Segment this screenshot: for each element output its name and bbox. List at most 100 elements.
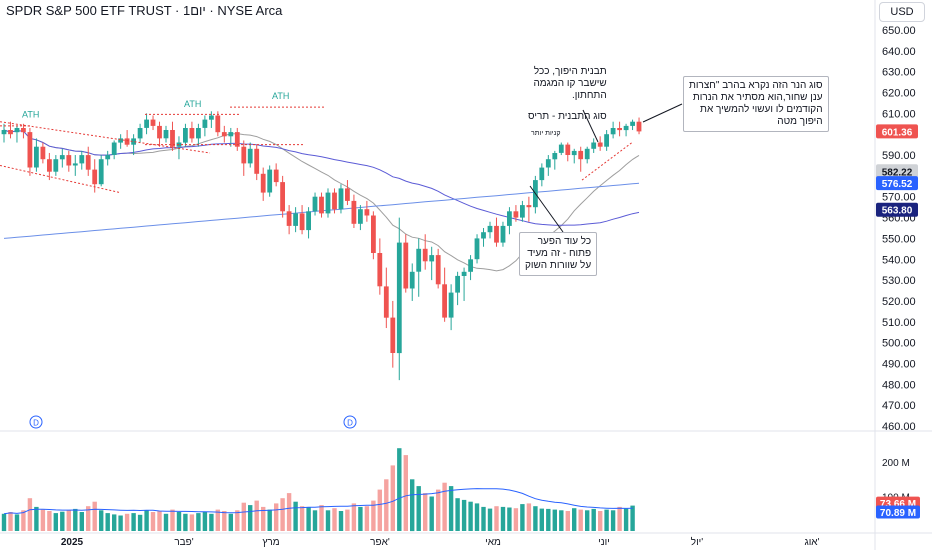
candle-body [623, 125, 629, 131]
price-tick-label: 490.00 [882, 358, 916, 370]
candle-body [267, 169, 273, 193]
callout-pointer [642, 103, 683, 123]
price-badge [876, 202, 918, 217]
volume-bar [358, 506, 363, 531]
ath-label: ATH [272, 91, 289, 101]
candle-body [429, 255, 435, 262]
candle-body [403, 242, 409, 289]
volume-bar [429, 496, 434, 531]
candle-body [539, 167, 545, 181]
volume-bar [520, 504, 525, 531]
annotation-line: פתוח - זה מעיד [527, 248, 592, 259]
callout-line: היפוך מטה [777, 116, 823, 127]
dividend-marker [29, 415, 43, 429]
candle-body [500, 225, 506, 243]
candle-body [591, 142, 597, 149]
volume-bar [325, 510, 331, 531]
candle-body [416, 248, 422, 272]
candle-body [487, 225, 493, 233]
price-badge-label: 582.22 [882, 167, 913, 178]
volume-bar [377, 489, 382, 531]
price-tick-label: 460.00 [882, 421, 916, 433]
volume-bar [630, 505, 635, 531]
price-tick-label: 510.00 [882, 317, 916, 329]
volume-bar [364, 506, 370, 531]
price-tick-label: 500.00 [882, 338, 916, 350]
volume-badge-label: 73.66 M [880, 499, 916, 510]
candle-body [345, 188, 350, 201]
ma-50-line [3, 129, 640, 226]
volume-bar [163, 513, 169, 532]
price-tick-label: 640.00 [882, 46, 916, 58]
candle-body [163, 130, 169, 139]
volume-bar [468, 501, 473, 531]
price-tick-label: 520.00 [882, 296, 916, 308]
candle-body [513, 211, 519, 218]
volume-bar [448, 486, 454, 531]
volume-bar [8, 512, 13, 531]
volume-bar [442, 482, 447, 531]
currency-button[interactable]: USD [879, 2, 925, 22]
volume-bar [403, 455, 408, 531]
volume-bar [66, 510, 71, 531]
candle-body [604, 134, 609, 147]
volume-bar [513, 508, 519, 531]
candle-body [636, 121, 642, 132]
candle-body [325, 192, 331, 214]
candle-body [461, 271, 467, 276]
candle-body [98, 159, 104, 185]
volume-bar [274, 503, 279, 531]
volume-bar [578, 509, 583, 531]
price-badge [876, 176, 918, 191]
candle-body [241, 146, 247, 164]
price-tick-label: 620.00 [882, 88, 916, 100]
candle-body [552, 153, 558, 160]
candle-body [520, 205, 525, 218]
candle-body [474, 238, 480, 260]
volume-bar [144, 510, 149, 531]
time-tick-label: יול' [691, 536, 704, 548]
volume-bar [183, 513, 188, 532]
candle-body [293, 213, 298, 226]
candle-body [455, 275, 460, 293]
time-tick-label: מרץ [262, 537, 279, 548]
volume-bar [332, 508, 337, 531]
volume-bar [487, 508, 493, 531]
volume-bar [157, 511, 162, 531]
candle-body [234, 132, 240, 147]
candle-body [351, 200, 357, 224]
volume-bar [21, 510, 26, 531]
candle-body [435, 255, 441, 285]
volume-bar [92, 501, 97, 531]
annotation-line: התחתון. [571, 90, 607, 101]
candle-body [79, 155, 85, 164]
candle-body [306, 211, 311, 231]
pattern-pointer [582, 109, 599, 143]
candle-body [338, 188, 344, 210]
volume-bar [617, 506, 622, 531]
time-tick-label: אוג' [804, 537, 819, 548]
candle-body [14, 128, 20, 133]
candle-body [286, 211, 292, 226]
time-tick-label: פבר' [174, 537, 193, 548]
dividend-marker [343, 415, 357, 429]
candle-body [526, 205, 532, 208]
ath-label: ATH [22, 110, 39, 120]
candle-body [390, 317, 396, 353]
candle-body [202, 119, 208, 128]
candle-body [189, 128, 195, 139]
candle-body [254, 148, 260, 174]
volume-bar [572, 508, 577, 531]
price-badge-label: 601.36 [882, 127, 913, 138]
ath-label: ATH [184, 99, 201, 109]
volume-badge-label: 70.89 M [880, 508, 916, 519]
volume-bar [112, 514, 117, 531]
candle-body [131, 138, 136, 145]
volume-bar [1, 513, 7, 532]
volume-bar [215, 509, 220, 531]
volume-bar [416, 486, 421, 531]
volume-bar [202, 512, 208, 531]
candle-body [118, 138, 123, 143]
volume-bar [500, 506, 506, 531]
